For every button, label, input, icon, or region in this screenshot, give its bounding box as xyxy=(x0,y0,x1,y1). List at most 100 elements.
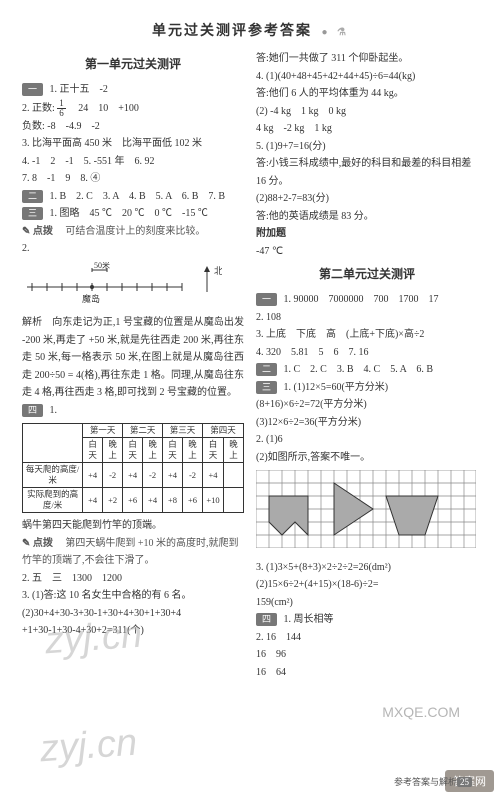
numerator: 1 xyxy=(57,99,66,109)
header-title: 单元过关测评参考答案 xyxy=(152,24,312,39)
cell: +4 xyxy=(143,488,163,513)
line: 答:她们一共做了 311 个仰卧起坐。 xyxy=(256,50,478,68)
cell: 白天 xyxy=(163,438,183,463)
line: 2. 108 xyxy=(256,309,478,327)
text: 1. 图略 45 ℃ 20 ℃ 0 ℃ -15 ℃ xyxy=(50,208,208,219)
line: 16 96 xyxy=(256,646,478,664)
cell: 实际爬到的高度/米 xyxy=(23,488,83,513)
line: -47 ℃ xyxy=(256,243,478,261)
page-footer: 参考答案与解析25 xyxy=(394,775,472,788)
line: 16 64 xyxy=(256,664,478,682)
cell: +4 xyxy=(163,463,183,488)
line: 2. (1)6 xyxy=(256,431,478,449)
cell: 晚上 xyxy=(183,438,203,463)
cell: -2 xyxy=(103,463,123,488)
section-label-b4: 四 xyxy=(256,613,277,626)
line: 一 1. 正十五 -2 xyxy=(22,81,244,99)
cell: +4 xyxy=(203,463,224,488)
line: 4 kg -2 kg 1 kg xyxy=(256,120,478,138)
hint-label: ✎ 点拨 xyxy=(22,538,63,549)
cell: 第二天 xyxy=(123,424,163,438)
line: 4. (1)(40+48+45+42+44+45)÷6=44(kg) xyxy=(256,68,478,86)
line: 4. -1 2 -1 5. -551 年 6. 92 xyxy=(22,153,244,171)
line: (8+16)×6÷2=72(平方分米) xyxy=(256,396,478,414)
line: 答:他们 6 人的平均体重为 44 kg。 xyxy=(256,85,478,103)
cell: 第四天 xyxy=(203,424,244,438)
line: 2. 正数: 1 6 24 10 +100 xyxy=(22,99,244,118)
text: 1. 90000 7000000 700 1700 17 xyxy=(284,294,439,305)
section-label-b2: 二 xyxy=(256,363,277,376)
cell: 白天 xyxy=(83,438,103,463)
line: (2)30+4+30-3+30-1+30+4+30+1+30+4 xyxy=(22,605,244,623)
text: 24 10 +100 xyxy=(68,102,139,113)
line: (2)15×6÷2+(4+15)×(18-6)÷2= xyxy=(256,576,478,594)
line: 3. (1)答:这 10 名女生中合格的有 6 名。 xyxy=(22,587,244,605)
text: 1. B 2. C 3. A 4. B 5. A 6. B 7. B xyxy=(50,191,226,202)
cell: 第一天 xyxy=(83,424,123,438)
denominator: 6 xyxy=(57,109,66,118)
line: 二 1. C 2. C 3. B 4. C 5. A 6. B xyxy=(256,361,478,379)
line: 3. 上底 下底 高 (上底+下底)×高÷2 xyxy=(256,326,478,344)
cell: +4 xyxy=(83,488,103,513)
line: 4. 320 5.81 5 6 7. 16 xyxy=(256,344,478,362)
header-dot: ● xyxy=(321,27,329,38)
cell xyxy=(224,463,244,488)
unit2-title: 第二单元过关测评 xyxy=(256,264,478,285)
cell: -2 xyxy=(183,463,203,488)
line: 7. 8 -1 9 8. ④ xyxy=(22,170,244,188)
text: 1. C 2. C 3. B 4. C 5. A 6. B xyxy=(284,364,433,375)
analysis-text: 解析 向东走记为正,1 号宝藏的位置是从魔岛出发 -200 米,再走了 +50 … xyxy=(22,314,244,402)
cell: +10 xyxy=(203,488,224,513)
cell: 每天爬的高度/米 xyxy=(23,463,83,488)
line: 答:他的英语成绩是 83 分。 xyxy=(256,208,478,226)
cell: +2 xyxy=(103,488,123,513)
cell: 白天 xyxy=(203,438,224,463)
text: 1. xyxy=(50,405,58,416)
hint-label: ✎ 点拨 xyxy=(22,226,63,237)
cell: -2 xyxy=(143,463,163,488)
line: 三 1. (1)12×5=60(平方分米) xyxy=(256,379,478,397)
cell: +8 xyxy=(163,488,183,513)
line: 3. 比海平面高 450 米 比海平面低 102 米 xyxy=(22,135,244,153)
line: 三 1. 图略 45 ℃ 20 ℃ 0 ℃ -15 ℃ xyxy=(22,205,244,223)
footer-num: 25 xyxy=(457,777,472,787)
fraction: 1 6 xyxy=(57,99,66,118)
text: 1. (1)12×5=60(平方分米) xyxy=(284,382,389,393)
hint-text: 可结合温度计上的刻度来比较。 xyxy=(65,226,205,237)
watermark-3: MXQE.COM xyxy=(382,704,460,720)
line: 一 1. 90000 7000000 700 1700 17 xyxy=(256,291,478,309)
cell: +6 xyxy=(123,488,143,513)
line: 2. 16 144 xyxy=(256,629,478,647)
line: +1+30-1+30-4+30+2=311(个) xyxy=(22,622,244,640)
line: 负数: -8 -4.9 -2 xyxy=(22,118,244,136)
island-diagram: 50米 魔岛 北 xyxy=(22,262,222,304)
line: 159(cm²) xyxy=(256,594,478,612)
line: 四 1. 周长相等 xyxy=(256,611,478,629)
cell: +4 xyxy=(83,463,103,488)
table-row: 实际爬到的高度/米 +4 +2 +6 +4 +8 +6 +10 xyxy=(23,488,244,513)
right-column: 答:她们一共做了 311 个仰卧起坐。 4. (1)(40+48+45+42+4… xyxy=(256,50,478,681)
cell: 第三天 xyxy=(163,424,203,438)
content-columns: 第一单元过关测评 一 1. 正十五 -2 2. 正数: 1 6 24 10 +1… xyxy=(22,50,478,681)
line: (2)如图所示,答案不唯一。 xyxy=(256,449,478,467)
line: 蜗牛第四天能爬到竹竿的顶端。 xyxy=(22,517,244,535)
cell: +6 xyxy=(183,488,203,513)
section-label-1: 一 xyxy=(22,83,43,96)
snail-table: 第一天 第二天 第三天 第四天 白天 晚上 白天 晚上 白天 晚上 白天 晚上 … xyxy=(22,423,244,513)
line: 二 1. B 2. C 3. A 4. B 5. A 6. B 7. B xyxy=(22,188,244,206)
cell: 晚上 xyxy=(143,438,163,463)
line: (3)12×6÷2=36(平方分米) xyxy=(256,414,478,432)
bonus-title: 附加题 xyxy=(256,225,478,243)
line: 3. (1)3×5+(8+3)×2÷2÷2=26(dm²) xyxy=(256,559,478,577)
scale-label: 50米 xyxy=(94,262,110,270)
watermark-2: zyj.cn xyxy=(39,722,139,772)
section-label-b1: 一 xyxy=(256,293,277,306)
grid-figure xyxy=(256,470,478,555)
hint-2: ✎ 点拨 第四天蜗牛爬到 +10 米的高度时,就爬到竹竿的顶端了,不会往下滑了。 xyxy=(22,535,244,570)
table-row: 每天爬的高度/米 +4 -2 +4 -2 +4 -2 +4 xyxy=(23,463,244,488)
section-label-2: 二 xyxy=(22,190,43,203)
line: 四 1. xyxy=(22,402,244,420)
left-column: 第一单元过关测评 一 1. 正十五 -2 2. 正数: 1 6 24 10 +1… xyxy=(22,50,244,681)
line: (2)88+2-7=83(分) xyxy=(256,190,478,208)
text: 1. 周长相等 xyxy=(284,614,334,625)
